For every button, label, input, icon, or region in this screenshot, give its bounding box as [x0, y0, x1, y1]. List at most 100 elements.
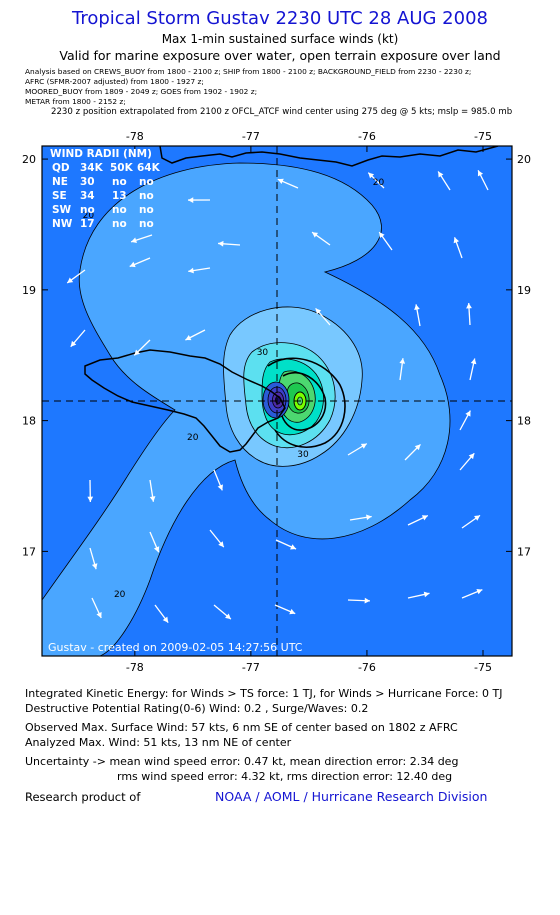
wind-radii-table: WIND RADII (NM) QD 34K 50K 64K NE 30 no …	[50, 148, 161, 230]
lat-tick-label: 19	[22, 284, 36, 297]
cuba-coastline	[159, 146, 499, 167]
wind-radii-cell: no	[112, 176, 127, 188]
wind-radii-cell: no	[139, 176, 154, 188]
wind-radii-cell: SW	[52, 204, 72, 216]
wind-arrow	[213, 604, 232, 620]
wind-arrow	[399, 358, 406, 381]
wind-arrow	[89, 547, 98, 570]
wind-arrow	[277, 178, 299, 189]
lon-tick-label: -78	[126, 130, 144, 143]
wind-arrow	[469, 358, 477, 381]
noaa-credit: NOAA / AOML / Hurricane Research Divisio…	[215, 789, 488, 804]
observed-max-wind: Observed Max. Surface Wind: 57 kts, 6 nm…	[25, 721, 458, 734]
wind-radii-cell: NE	[52, 176, 68, 188]
analysis-line: AFRC (SFMR-2007 adjusted) from 1800 - 19…	[25, 77, 204, 86]
wind-vectors	[66, 170, 489, 624]
lon-tick-label: -76	[358, 661, 376, 674]
wind-radii-cell: 34	[80, 190, 95, 202]
lat-tick-label: 17	[22, 545, 36, 558]
lat-tick-label: 19	[517, 284, 531, 297]
contour-label: 20	[187, 433, 199, 443]
analysis-line: MOORED_BUOY from 1809 - 2049 z; GOES fro…	[25, 87, 258, 96]
wind-arrow	[404, 443, 421, 461]
analysis-line: METAR from 1800 - 2152 z;	[25, 97, 126, 106]
uncertainty-line-1: Uncertainty -> mean wind speed error: 0.…	[25, 755, 459, 768]
contour-label: 30	[257, 348, 269, 358]
wind-arrow	[407, 514, 429, 526]
map-frame	[41, 145, 513, 657]
wind-arrow	[347, 597, 371, 604]
wind-radii-header: QD	[52, 162, 70, 174]
inner-low-wind-rings	[262, 381, 290, 419]
wind-radii-cell: no	[139, 190, 154, 202]
wind-arrow	[459, 410, 471, 431]
wind-arrow	[66, 269, 86, 284]
wind-arrow	[209, 529, 225, 548]
contour-labels: 20 20 20 20 30 30	[83, 178, 385, 600]
wind-arrow	[218, 240, 241, 247]
analyzed-max-wind: Analyzed Max. Wind: 51 kts, 13 nm NE of …	[25, 736, 292, 749]
wind-arrow	[275, 539, 297, 550]
contour-label: 20	[114, 590, 126, 600]
wind-radii-cell: no	[80, 204, 95, 216]
wind-arrow	[378, 231, 393, 251]
wind-arrow	[466, 303, 472, 326]
map-ticks: -78 -78 -77 -77 -76 -76 -75 -75 20 20 19 19 18 18 17 17	[22, 130, 531, 674]
wind-radii-title: WIND RADII (NM)	[50, 148, 152, 160]
position-note: 2230 z position extrapolated from 2100 z…	[51, 107, 513, 117]
wind-arrow	[347, 443, 368, 456]
wind-radii-header: 34K	[80, 162, 104, 174]
map-credit: Gustav - created on 2009-02-05 14:27:56 …	[48, 641, 303, 654]
uncertainty-line-2: rms wind speed error: 4.32 kt, rms direc…	[117, 770, 453, 783]
wind-arrow	[149, 531, 160, 553]
analysis-line: Analysis based on CREWS_BUOY from 1800 -…	[25, 67, 472, 76]
wind-arrow	[407, 591, 430, 599]
wind-radii-cell: no	[112, 218, 127, 230]
wind-arrow	[315, 307, 331, 326]
lat-tick-label: 17	[517, 545, 531, 558]
wind-arrow	[185, 329, 206, 341]
map-title: Tropical Storm Gustav 2230 UTC 28 AUG 20…	[71, 8, 488, 29]
wind-arrow	[414, 304, 421, 327]
wind-radii-cell: no	[112, 204, 127, 216]
wind-arrow	[91, 597, 102, 619]
lon-tick-label: -75	[474, 130, 492, 143]
wind-arrow	[367, 172, 385, 189]
wind-arrow	[129, 257, 151, 268]
wind-arrow	[149, 479, 156, 502]
wind-arrow	[133, 339, 151, 356]
contour-label: 30	[297, 450, 309, 460]
wind-arrow	[437, 171, 451, 191]
wind-arrow	[130, 234, 153, 243]
wind-arrow	[477, 170, 489, 191]
wind-radii-cell: SE	[52, 190, 67, 202]
lat-tick-label: 20	[517, 153, 531, 166]
lon-tick-label: -75	[474, 661, 492, 674]
wind-radii-cell: no	[139, 218, 154, 230]
wind-arrow	[70, 329, 86, 348]
wind-arrow	[461, 514, 481, 529]
wind-arrow	[453, 237, 463, 259]
contour-label: 20	[83, 211, 95, 221]
wind-radii-header: 64K	[137, 162, 161, 174]
wind-radii-cell: NW	[52, 218, 73, 230]
contour-label: 20	[373, 178, 385, 188]
wind-arrow	[213, 469, 223, 491]
map-subtitle: Max 1-min sustained surface winds (kt)	[161, 32, 399, 46]
wind-arrow	[154, 604, 169, 624]
wind-radii-cell: 13	[112, 190, 127, 202]
destructive-rating-line: Destructive Potential Rating(0-6) Wind: …	[25, 702, 369, 715]
thick-wind-contours	[267, 357, 346, 448]
wind-radii-cell: 17	[80, 218, 95, 230]
wind-arrow	[459, 452, 475, 471]
wind-arrow	[349, 514, 372, 521]
lon-tick-label: -76	[358, 130, 376, 143]
wind-arrow	[274, 604, 296, 615]
wind-radii-cell: no	[139, 204, 154, 216]
lat-tick-label: 18	[517, 415, 531, 428]
lon-tick-label: -78	[126, 661, 144, 674]
lon-tick-label: -77	[242, 130, 260, 143]
wind-field: 20 20 20 20 30 30	[42, 146, 512, 656]
wind-arrow	[461, 588, 483, 599]
